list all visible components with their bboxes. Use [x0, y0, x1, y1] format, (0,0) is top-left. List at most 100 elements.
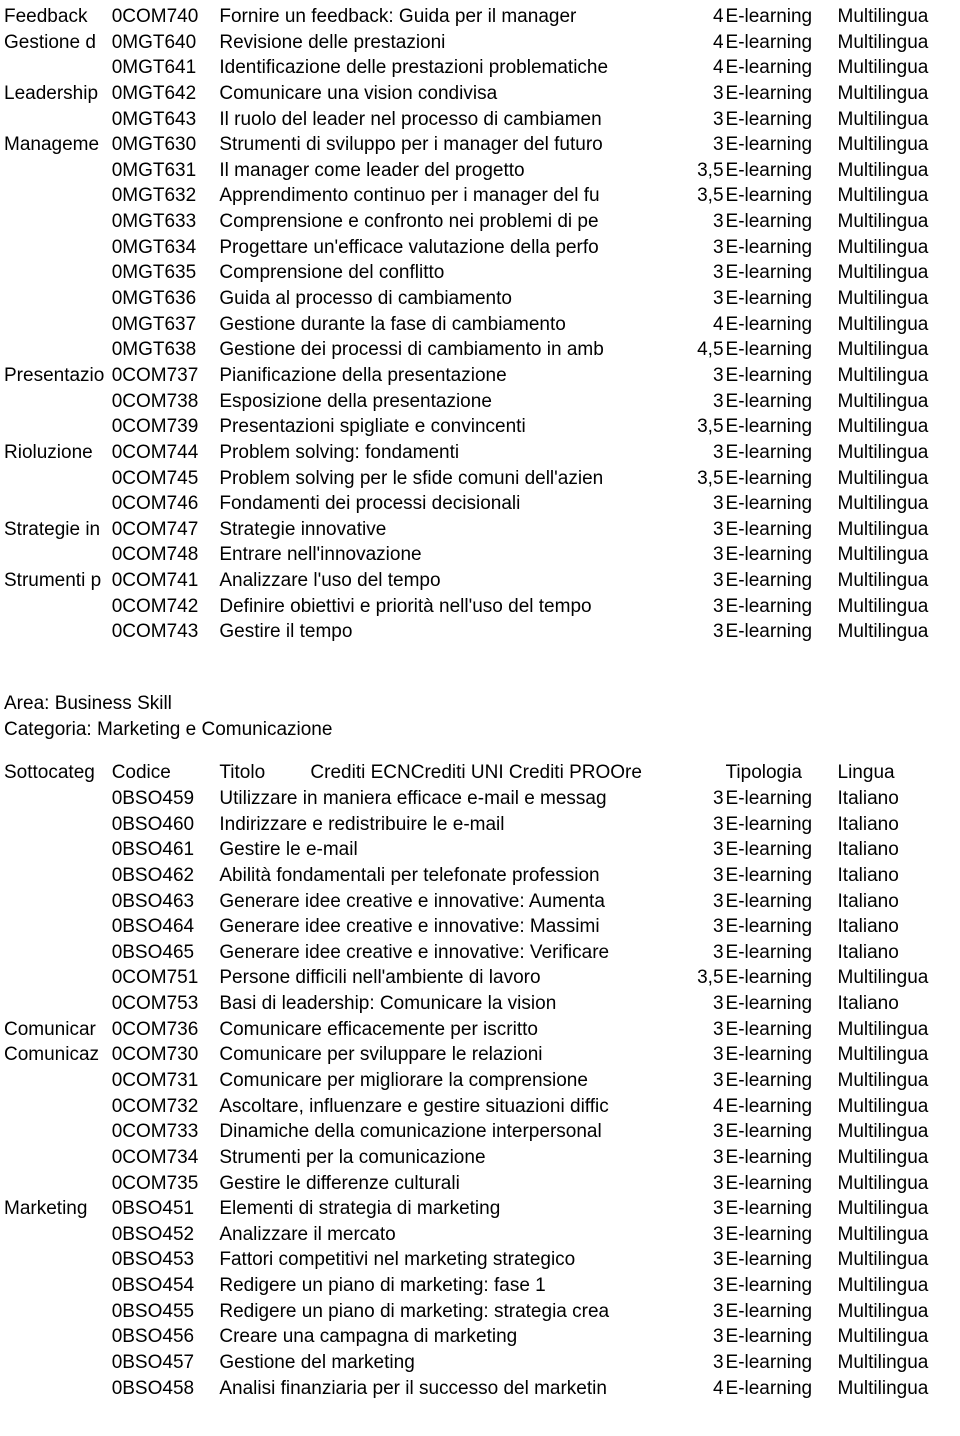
cell-language: Multilingua — [838, 1094, 956, 1120]
table-row: Feedback0COM740Fornire un feedback: Guid… — [4, 4, 956, 30]
cell-subcategory — [4, 889, 112, 915]
hdr-title-text: Titolo — [219, 762, 265, 783]
cell-subcategory — [4, 786, 112, 812]
cell-hours: 3 — [672, 363, 726, 389]
cell-subcategory — [4, 337, 112, 363]
cell-language: Multilingua — [838, 363, 956, 389]
table-row: 0COM733Dinamiche della comunicazione int… — [4, 1119, 956, 1145]
table-row: 0COM735Gestire le differenze culturali3E… — [4, 1171, 956, 1197]
cell-language: Multilingua — [838, 30, 956, 56]
table-row: 0COM748Entrare nell'innovazione3E-learni… — [4, 542, 956, 568]
cell-type: E-learning — [726, 107, 838, 133]
cell-subcategory: Feedback — [4, 4, 112, 30]
cell-language: Italiano — [838, 889, 956, 915]
cell-language: Multilingua — [838, 1222, 956, 1248]
cell-language: Multilingua — [838, 260, 956, 286]
table-row: 0BSO457Gestione del marketing3E-learning… — [4, 1350, 956, 1376]
cell-language: Italiano — [838, 837, 956, 863]
cell-type: E-learning — [726, 1299, 838, 1325]
cell-hours: 3 — [672, 1171, 726, 1197]
cell-subcategory — [4, 991, 112, 1017]
cell-title: Problem solving: fondamenti — [219, 440, 671, 466]
table-row: 0MGT632Apprendimento continuo per i mana… — [4, 183, 956, 209]
hdr-title: Titolo Crediti ECNCrediti UNI Crediti PR… — [219, 760, 671, 786]
cell-code: 0COM742 — [112, 594, 220, 620]
table-row: 0MGT631Il manager come leader del proget… — [4, 158, 956, 184]
hdr-code: Codice — [112, 760, 220, 786]
cell-title: Strategie innovative — [219, 517, 671, 543]
cell-title: Strumenti di sviluppo per i manager del … — [219, 132, 671, 158]
cell-code: 0COM744 — [112, 440, 220, 466]
cell-type: E-learning — [726, 812, 838, 838]
cell-title: Utilizzare in maniera efficace e-mail e … — [219, 786, 671, 812]
table-row: Rioluzione0COM744Problem solving: fondam… — [4, 440, 956, 466]
table-row: 0COM738Esposizione della presentazione3E… — [4, 389, 956, 415]
cell-type: E-learning — [726, 965, 838, 991]
cell-code: 0MGT633 — [112, 209, 220, 235]
cell-language: Multilingua — [838, 1119, 956, 1145]
cell-title: Elementi di strategia di marketing — [219, 1196, 671, 1222]
cell-title: Presentazioni spigliate e convincenti — [219, 414, 671, 440]
cell-language: Multilingua — [838, 491, 956, 517]
cell-type: E-learning — [726, 260, 838, 286]
table-row: 0COM731Comunicare per migliorare la comp… — [4, 1068, 956, 1094]
cell-hours: 3 — [672, 517, 726, 543]
cell-language: Italiano — [838, 863, 956, 889]
cell-type: E-learning — [726, 940, 838, 966]
cell-hours: 3 — [672, 1196, 726, 1222]
cell-title: Fondamenti dei processi decisionali — [219, 491, 671, 517]
cell-language: Multilingua — [838, 286, 956, 312]
cell-hours: 3 — [672, 1068, 726, 1094]
cell-hours: 3 — [672, 81, 726, 107]
cell-subcategory — [4, 594, 112, 620]
table-row: 0MGT635Comprensione del conflitto3E-lear… — [4, 260, 956, 286]
cell-language: Multilingua — [838, 132, 956, 158]
cell-language: Multilingua — [838, 1145, 956, 1171]
cell-type: E-learning — [726, 1042, 838, 1068]
cell-type: E-learning — [726, 1247, 838, 1273]
cell-subcategory — [4, 1145, 112, 1171]
cell-language: Multilingua — [838, 414, 956, 440]
cell-title: Generare idee creative e innovative: Aum… — [219, 889, 671, 915]
table-row: 0COM732Ascoltare, influenzare e gestire … — [4, 1094, 956, 1120]
table-row: 0COM751Persone difficili nell'ambiente d… — [4, 965, 956, 991]
cell-code: 0BSO456 — [112, 1324, 220, 1350]
cell-language: Multilingua — [838, 466, 956, 492]
cell-subcategory — [4, 286, 112, 312]
cell-title: Guida al processo di cambiamento — [219, 286, 671, 312]
cell-type: E-learning — [726, 1094, 838, 1120]
cell-type: E-learning — [726, 132, 838, 158]
category-label: Categoria: Marketing e Comunicazione — [4, 717, 956, 743]
cell-code: 0COM730 — [112, 1042, 220, 1068]
cell-code: 0BSO452 — [112, 1222, 220, 1248]
cell-type: E-learning — [726, 568, 838, 594]
cell-subcategory — [4, 1068, 112, 1094]
cell-subcategory — [4, 389, 112, 415]
cell-language: Italiano — [838, 786, 956, 812]
cell-type: E-learning — [726, 594, 838, 620]
cell-language: Multilingua — [838, 1017, 956, 1043]
cell-language: Multilingua — [838, 55, 956, 81]
cell-subcategory — [4, 312, 112, 338]
cell-hours: 3 — [672, 440, 726, 466]
cell-language: Multilingua — [838, 183, 956, 209]
cell-type: E-learning — [726, 1324, 838, 1350]
cell-code: 0COM737 — [112, 363, 220, 389]
cell-title: Gestire le differenze culturali — [219, 1171, 671, 1197]
cell-title: Il manager come leader del progetto — [219, 158, 671, 184]
cell-subcategory: Comunicaz — [4, 1042, 112, 1068]
cell-subcategory — [4, 1222, 112, 1248]
cell-subcategory — [4, 1119, 112, 1145]
cell-language: Italiano — [838, 940, 956, 966]
table-row: 0MGT636Guida al processo di cambiamento3… — [4, 286, 956, 312]
table-row: 0COM753Basi di leadership: Comunicare la… — [4, 991, 956, 1017]
cell-subcategory — [4, 1094, 112, 1120]
cell-title: Generare idee creative e innovative: Mas… — [219, 914, 671, 940]
cell-language: Multilingua — [838, 389, 956, 415]
cell-code: 0MGT643 — [112, 107, 220, 133]
cell-hours: 3,5 — [672, 158, 726, 184]
cell-type: E-learning — [726, 363, 838, 389]
cell-code: 0BSO457 — [112, 1350, 220, 1376]
cell-title: Comunicare efficacemente per iscritto — [219, 1017, 671, 1043]
table-row: 0BSO452Analizzare il mercato3E-learningM… — [4, 1222, 956, 1248]
